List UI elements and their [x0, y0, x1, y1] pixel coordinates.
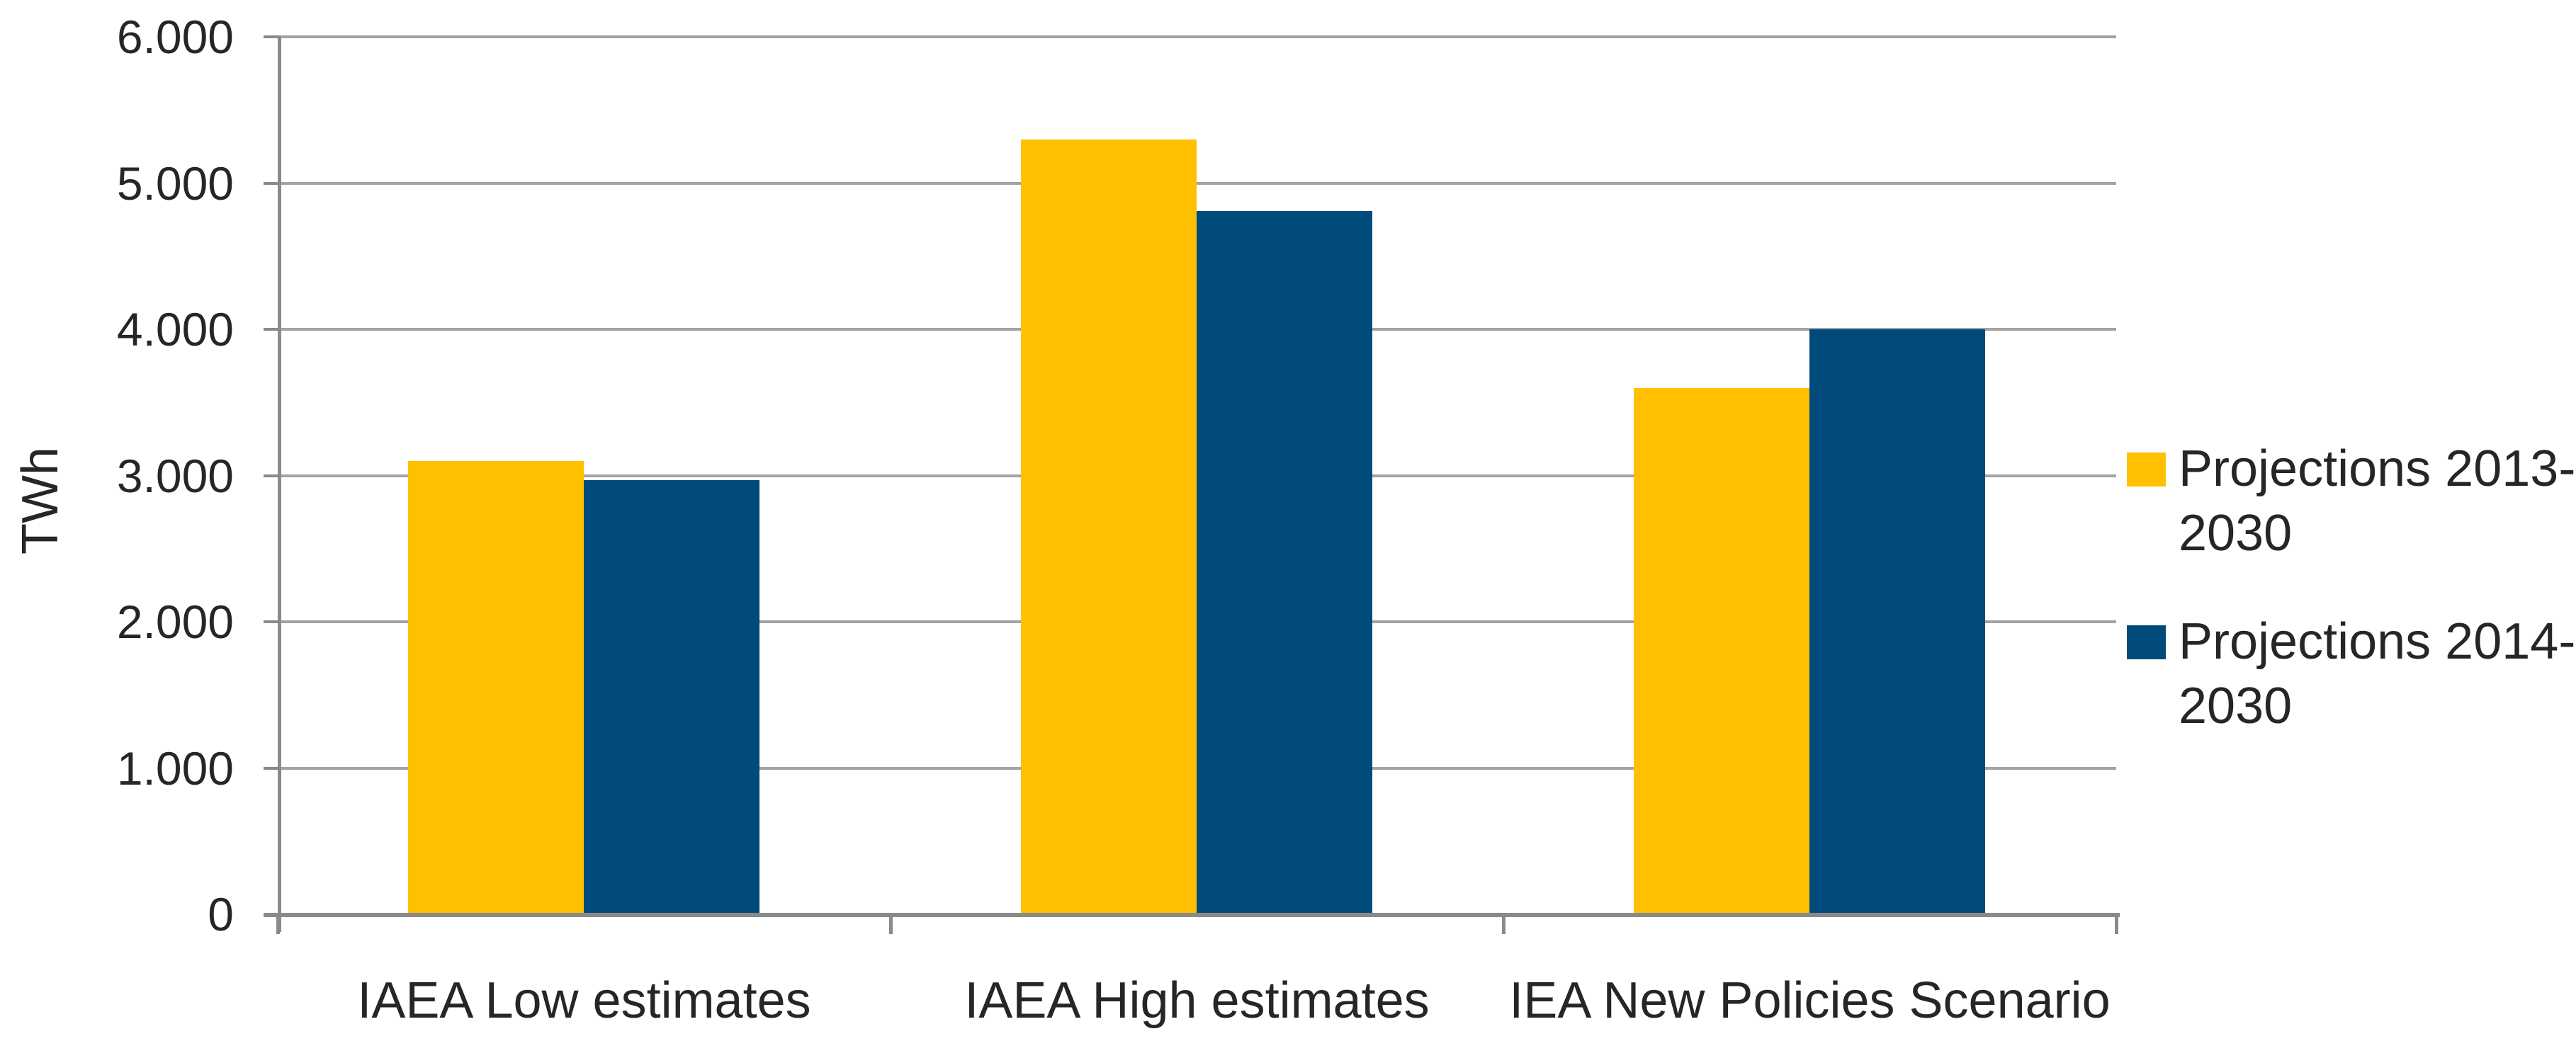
y-tick — [264, 474, 281, 477]
x-axis-line — [264, 913, 2120, 917]
legend-item: Projections 2013-2030 — [2127, 437, 2576, 566]
x-tick — [276, 917, 280, 934]
bar — [1809, 329, 1985, 914]
legend-label: Projections 2014-2030 — [2179, 613, 2576, 734]
plot-area — [278, 35, 2116, 914]
gridline — [278, 35, 2116, 38]
bar — [1197, 211, 1372, 914]
legend-swatch-icon — [2127, 453, 2166, 487]
bar — [584, 480, 759, 914]
x-tick — [889, 917, 893, 934]
y-axis-line — [278, 37, 281, 932]
category-label: IEA New Policies Scenario — [1509, 972, 2111, 1029]
y-tick-label: 6.000 — [116, 11, 234, 63]
legend-item: Projections 2014-2030 — [2127, 610, 2576, 739]
category-label: IAEA High estimates — [964, 972, 1430, 1029]
bar — [1634, 388, 1809, 914]
y-tick — [264, 328, 281, 331]
y-tick-label: 4.000 — [116, 303, 234, 355]
gridline — [278, 182, 2116, 185]
y-tick — [264, 767, 281, 770]
x-tick — [2115, 917, 2118, 934]
y-tick-label: 3.000 — [116, 450, 234, 502]
bar — [1021, 140, 1197, 914]
y-tick — [264, 35, 281, 38]
y-tick — [264, 620, 281, 623]
y-tick — [264, 913, 281, 916]
x-tick — [1502, 917, 1506, 934]
y-tick — [264, 182, 281, 185]
y-tick-label: 1.000 — [116, 742, 234, 795]
legend-label: Projections 2013-2030 — [2179, 440, 2576, 562]
y-tick-label: 5.000 — [116, 157, 234, 210]
legend-swatch-icon — [2127, 625, 2166, 659]
y-tick-label: 0 — [208, 888, 234, 940]
category-label: IAEA Low estimates — [357, 972, 811, 1029]
y-tick-label: 2.000 — [116, 596, 234, 648]
bar — [408, 461, 584, 914]
